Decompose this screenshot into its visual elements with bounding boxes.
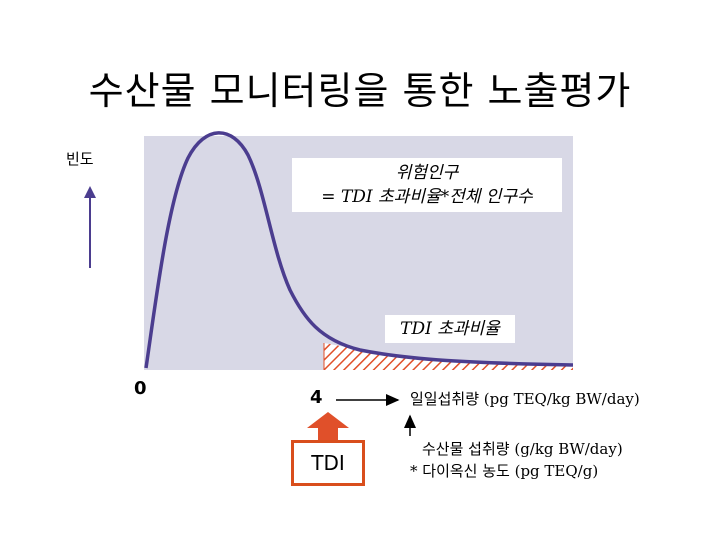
risk-formula-box: 위험인구 = TDI 초과비율*전체 인구수 [292, 158, 562, 212]
fish-intake-line2: * 다이옥신 농도 (pg TEQ/g) [410, 462, 599, 480]
tdi-value-label: 4 [310, 387, 323, 408]
y-axis-label: 빈도 [66, 150, 94, 168]
exceedance-area [324, 343, 573, 370]
tdi-arrow [307, 412, 349, 440]
distribution-curve [144, 131, 574, 369]
y-axis-arrow-head [84, 186, 96, 198]
x-axis-label: 일일섭취량 (pg TEQ/kg BW/day) [410, 390, 640, 408]
risk-formula-line1: 위험인구 [395, 163, 459, 183]
risk-formula-line2: = TDI 초과비율*전체 인구수 [321, 187, 533, 207]
x-origin-label: 0 [134, 378, 147, 399]
page-title: 수산물 모니터링을 통한 노출평가 [88, 69, 632, 113]
fish-intake-line1: 수산물 섭취량 (g/kg BW/day) [422, 440, 623, 458]
tdi-box: TDI [291, 440, 365, 486]
exceed-label: TDI 초과비율 [385, 315, 515, 343]
